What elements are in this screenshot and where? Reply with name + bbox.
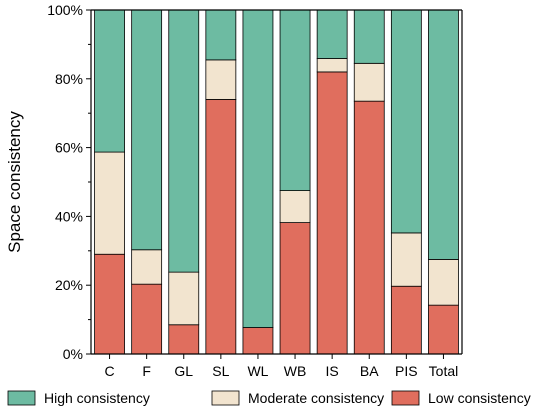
- bar-wb-high-consistency: [279, 9, 311, 192]
- bar-c-high-consistency: [94, 9, 125, 153]
- y-tick-label: 100%: [47, 2, 83, 18]
- bar-sl-moderate-consistency: [205, 59, 237, 100]
- x-tick-label-pis: PIS: [395, 363, 418, 379]
- axes: 0% 20% 40% 60% 80% 100% C F GL SL WL WB IS BA PIS Total: [47, 2, 463, 379]
- bar-sl-low-consistency: [205, 99, 237, 355]
- x-tick-label-gl: GL: [174, 363, 193, 379]
- x-tick-label-ba: BA: [360, 363, 379, 379]
- bar-is-low-consistency: [316, 71, 348, 355]
- x-tick-label-wb: WB: [284, 363, 307, 379]
- bar-wl-low-consistency: [242, 327, 274, 355]
- bar-f-moderate-consistency: [131, 249, 163, 285]
- x-tick-label-total: Total: [429, 363, 459, 379]
- bar-f-high-consistency: [131, 9, 163, 251]
- legend-swatch-high-consistency: [7, 390, 36, 406]
- legend-swatch-moderate-consistency: [211, 390, 240, 406]
- bar-total-high-consistency: [428, 9, 459, 260]
- bar-ba-moderate-consistency: [353, 62, 385, 102]
- bar-wb-low-consistency: [279, 222, 311, 355]
- y-tick-label: 20%: [55, 277, 83, 293]
- bar-gl-high-consistency: [168, 9, 200, 273]
- bar-total-low-consistency: [428, 304, 459, 355]
- bar-f-low-consistency: [131, 283, 163, 355]
- legend-label-moderate-consistency: Moderate consistency: [248, 390, 384, 406]
- x-tick-label-f: F: [142, 363, 151, 379]
- legend-swatch-low-consistency: [391, 390, 420, 406]
- y-axis-title: Space consistency: [5, 111, 24, 253]
- bar-is-moderate-consistency: [316, 58, 348, 73]
- bar-pis-moderate-consistency: [390, 232, 422, 287]
- bar-c-moderate-consistency: [94, 151, 125, 255]
- x-tick-label-sl: SL: [212, 363, 229, 379]
- bar-total-moderate-consistency: [428, 258, 459, 306]
- bar-wl-high-consistency: [242, 9, 274, 328]
- bar-is-high-consistency: [316, 9, 348, 59]
- plot-area: [94, 9, 459, 355]
- bar-sl-high-consistency: [205, 9, 237, 61]
- bar-gl-low-consistency: [168, 324, 200, 355]
- bar-wb-moderate-consistency: [279, 190, 311, 223]
- y-tick-label: 40%: [55, 208, 83, 224]
- x-tick-label-wl: WL: [247, 363, 268, 379]
- bar-gl-moderate-consistency: [168, 271, 200, 326]
- y-tick-label: 0%: [63, 346, 83, 362]
- bar-pis-low-consistency: [390, 285, 422, 355]
- x-tick-label-is: IS: [326, 363, 339, 379]
- bar-pis-high-consistency: [390, 9, 422, 234]
- y-tick-label: 60%: [55, 140, 83, 156]
- bar-ba-high-consistency: [353, 9, 385, 64]
- bar-ba-low-consistency: [353, 100, 385, 355]
- legend-label-low-consistency: Low consistency: [428, 390, 531, 406]
- y-tick-label: 80%: [55, 71, 83, 87]
- legend-label-high-consistency: High consistency: [44, 390, 150, 406]
- legend: High consistency Moderate consistency Low …: [7, 390, 531, 406]
- x-tick-label-c: C: [104, 363, 114, 379]
- bar-c-low-consistency: [94, 253, 125, 355]
